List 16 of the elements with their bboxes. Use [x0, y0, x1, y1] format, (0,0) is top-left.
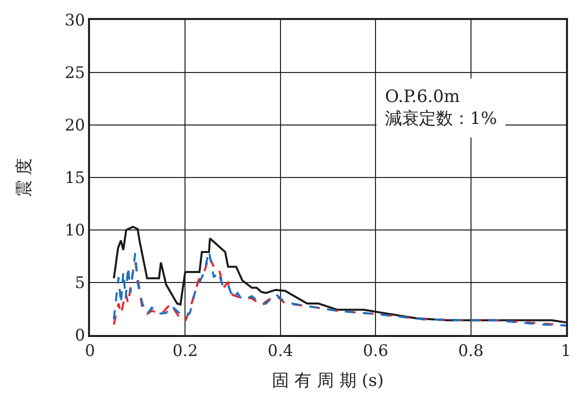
x-axis-title: 固 有 周 期 (s)	[272, 370, 384, 391]
y-tick-label: 5	[74, 273, 86, 292]
y-tick-label: 30	[64, 10, 86, 30]
y-tick-label: 20	[64, 116, 86, 135]
x-tick-label: 0.8	[458, 340, 484, 360]
y-tick-label: 10	[64, 220, 86, 240]
annotation: 減衰定数：1%	[385, 109, 497, 130]
y-axis-title: 震 度	[14, 158, 35, 198]
y-tick-label: 25	[64, 63, 86, 82]
x-tick-label: 0.6	[362, 340, 388, 360]
y-tick-label: 0	[74, 326, 86, 345]
x-tick-label: 1	[560, 340, 572, 360]
x-tick-label: 0.4	[268, 340, 294, 360]
x-tick-label: 0.2	[172, 340, 198, 360]
annotation: O.P.6.0m	[385, 87, 460, 107]
y-tick-label: 15	[64, 168, 86, 188]
